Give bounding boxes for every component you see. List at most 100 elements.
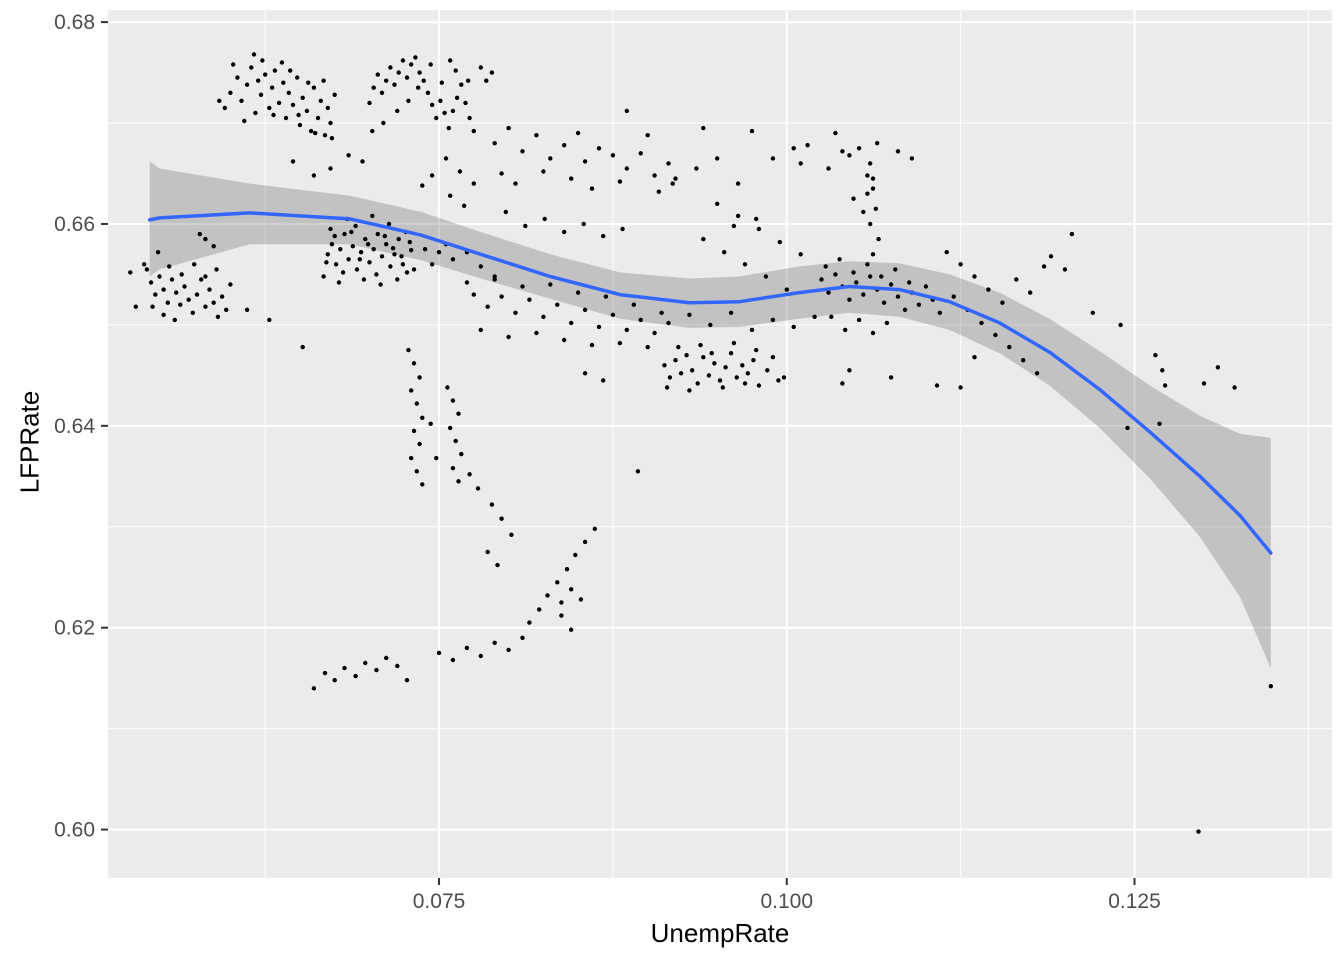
data-point — [414, 469, 419, 474]
data-point — [174, 290, 179, 295]
data-point — [360, 159, 365, 164]
data-point — [489, 70, 495, 75]
data-point — [687, 388, 692, 393]
data-point — [342, 231, 347, 237]
data-point — [923, 284, 929, 289]
data-point — [466, 78, 471, 83]
data-point — [601, 378, 606, 383]
data-point — [453, 68, 458, 73]
data-point — [290, 159, 296, 164]
data-point — [492, 141, 497, 146]
data-point — [211, 244, 216, 249]
data-point — [582, 539, 588, 545]
data-point — [429, 102, 435, 108]
data-point — [624, 166, 629, 171]
data-point — [395, 108, 400, 114]
data-point — [754, 216, 759, 222]
data-point — [690, 368, 695, 373]
data-point — [731, 223, 737, 229]
data-point — [610, 312, 616, 317]
data-point — [837, 257, 842, 262]
data-point — [495, 562, 500, 568]
data-point — [450, 257, 456, 262]
data-point — [269, 85, 275, 90]
data-point — [322, 670, 328, 676]
data-point — [1048, 254, 1054, 259]
data-point — [715, 201, 720, 206]
data-point — [260, 58, 265, 63]
data-point — [847, 297, 852, 302]
data-point — [197, 231, 202, 237]
data-point — [1000, 300, 1005, 305]
data-point — [506, 647, 511, 653]
data-point — [283, 115, 289, 121]
data-point — [635, 469, 641, 474]
data-point — [708, 322, 713, 328]
data-point — [879, 274, 884, 279]
data-point — [363, 236, 368, 242]
data-point — [695, 381, 700, 386]
data-point — [297, 122, 303, 128]
data-point — [409, 62, 414, 67]
data-point — [715, 156, 720, 161]
data-point — [854, 280, 859, 285]
data-point — [742, 381, 748, 386]
data-point — [296, 112, 301, 118]
data-point — [219, 294, 225, 299]
data-point — [1069, 231, 1075, 237]
data-point — [445, 385, 450, 390]
data-point — [276, 100, 282, 106]
data-point — [749, 327, 755, 333]
data-point — [388, 65, 393, 70]
data-point — [382, 233, 387, 239]
data-point — [509, 532, 514, 537]
data-point — [617, 179, 623, 184]
data-point — [499, 516, 504, 521]
data-point — [178, 302, 183, 307]
data-point — [951, 294, 956, 299]
data-point — [664, 385, 670, 390]
data-point — [172, 317, 177, 323]
data-point — [203, 304, 208, 309]
data-point — [527, 620, 532, 625]
data-point — [575, 290, 581, 295]
data-point — [475, 486, 481, 491]
data-point — [390, 246, 396, 251]
data-point — [542, 216, 547, 222]
data-point — [541, 169, 546, 174]
data-point — [322, 133, 328, 138]
data-point — [870, 176, 876, 181]
data-point — [1028, 290, 1033, 295]
y-axis-title: LFPRate — [14, 390, 45, 494]
data-point — [603, 294, 609, 299]
data-point — [485, 304, 490, 309]
data-point — [153, 292, 158, 297]
data-point — [414, 401, 419, 406]
data-point — [457, 169, 463, 174]
data-point — [548, 282, 553, 287]
data-point — [881, 300, 887, 305]
data-point — [242, 118, 247, 124]
data-point — [350, 244, 355, 249]
data-point — [313, 130, 318, 136]
data-point — [652, 173, 657, 178]
data-point — [167, 264, 172, 269]
data-point — [749, 128, 755, 134]
data-point — [321, 78, 326, 83]
data-point — [399, 254, 404, 259]
y-tick-label: 0.68 — [54, 11, 95, 34]
data-point — [805, 143, 810, 148]
data-point — [1090, 310, 1096, 315]
data-point — [756, 226, 762, 232]
data-point — [194, 292, 200, 297]
data-point — [861, 209, 866, 215]
data-point — [215, 314, 221, 319]
data-point — [144, 267, 150, 272]
y-tick-label: 0.64 — [54, 415, 95, 438]
data-point — [253, 110, 258, 116]
data-point — [740, 363, 745, 368]
data-point — [371, 85, 376, 90]
data-point — [463, 100, 468, 106]
data-point — [224, 307, 229, 312]
data-point — [745, 371, 750, 376]
